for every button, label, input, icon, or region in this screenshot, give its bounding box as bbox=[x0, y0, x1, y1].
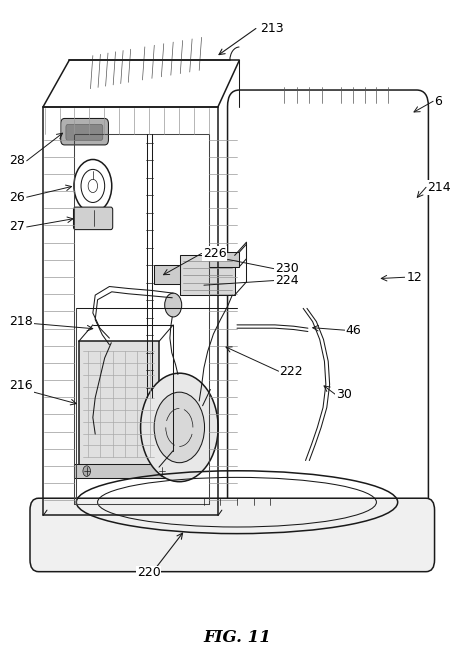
Circle shape bbox=[141, 373, 218, 482]
Circle shape bbox=[83, 466, 91, 477]
Circle shape bbox=[164, 293, 182, 317]
Text: 216: 216 bbox=[9, 379, 33, 392]
Text: 26: 26 bbox=[9, 191, 25, 204]
Text: 222: 222 bbox=[280, 365, 303, 378]
Text: 6: 6 bbox=[435, 95, 442, 108]
Circle shape bbox=[154, 392, 205, 463]
Text: 220: 220 bbox=[137, 566, 161, 579]
Bar bbox=[180, 255, 235, 295]
Text: 12: 12 bbox=[406, 271, 422, 284]
Text: 28: 28 bbox=[9, 154, 25, 167]
Bar bbox=[155, 265, 180, 284]
Circle shape bbox=[158, 466, 166, 477]
FancyBboxPatch shape bbox=[30, 498, 435, 572]
FancyBboxPatch shape bbox=[61, 119, 109, 145]
Text: 46: 46 bbox=[346, 324, 362, 337]
Text: 27: 27 bbox=[9, 221, 25, 233]
Text: 214: 214 bbox=[428, 181, 451, 194]
Bar bbox=[209, 252, 239, 267]
Bar bbox=[74, 464, 175, 479]
FancyBboxPatch shape bbox=[66, 125, 103, 141]
Text: 218: 218 bbox=[9, 315, 33, 328]
Text: 30: 30 bbox=[336, 388, 352, 401]
Bar bbox=[79, 341, 159, 467]
Text: 230: 230 bbox=[275, 262, 299, 275]
FancyBboxPatch shape bbox=[73, 207, 113, 229]
Text: 224: 224 bbox=[275, 274, 299, 287]
Text: FIG. 11: FIG. 11 bbox=[203, 629, 271, 646]
Text: 213: 213 bbox=[260, 22, 283, 35]
Text: 226: 226 bbox=[203, 247, 227, 260]
